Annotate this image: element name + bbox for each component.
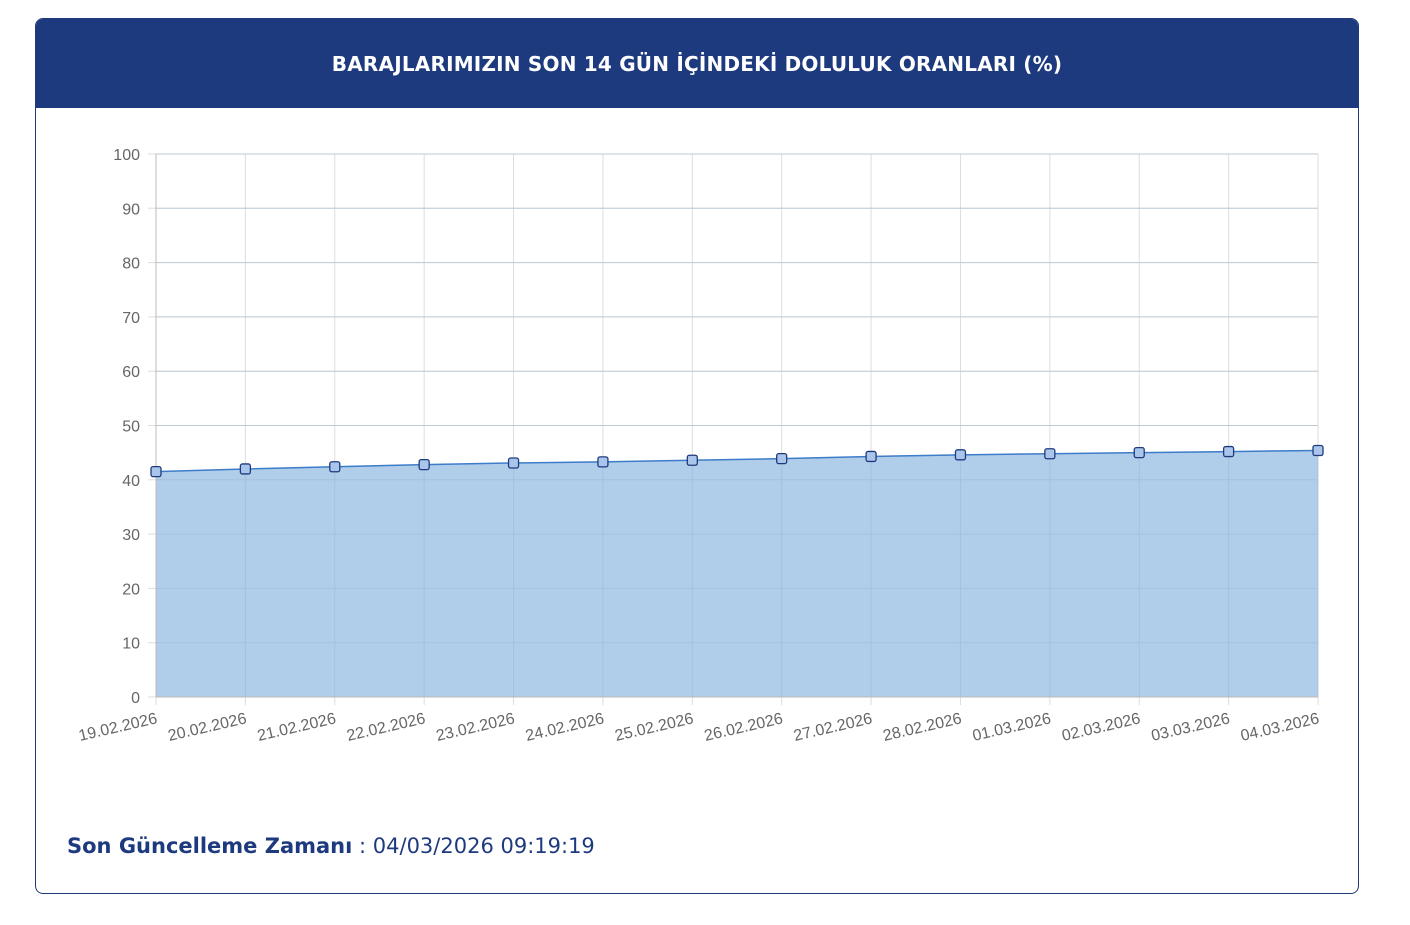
x-tick-label: 22.02.2026: [345, 710, 427, 745]
y-tick-label: 100: [113, 147, 140, 164]
x-tick-label: 03.03.2026: [1150, 710, 1232, 745]
x-tick-label: 28.02.2026: [882, 710, 964, 745]
y-tick-label: 0: [131, 690, 140, 707]
y-tick-label: 10: [122, 636, 140, 653]
area-chart: 0 10 20 30 40 50 60 70 80 90 100 19.02.2026 20.02.20…: [77, 147, 1324, 745]
x-tick-label: 21.02.2026: [256, 710, 338, 745]
x-tick-label: 26.02.2026: [703, 710, 785, 745]
data-point: [1222, 445, 1235, 458]
y-tick-label: 90: [122, 201, 140, 218]
y-tick-label: 70: [122, 310, 140, 327]
x-tick-label: 27.02.2026: [792, 710, 874, 745]
series-line: [155, 449, 1319, 473]
chart-title: BARAJLARIMIZIN SON 14 GÜN İÇİNDEKİ DOLUL…: [331, 51, 1063, 76]
area-fill: [156, 450, 1318, 697]
x-tick-label: 25.02.2026: [613, 710, 695, 745]
x-tick-label: 04.03.2026: [1239, 710, 1321, 745]
data-point: [150, 466, 162, 478]
data-point: [597, 456, 609, 468]
y-tick-label: 60: [122, 364, 140, 381]
x-tick-label: 01.03.2026: [971, 710, 1053, 745]
data-point: [329, 461, 341, 473]
y-tick-label: 20: [122, 581, 140, 598]
card-header: BARAJLARIMIZIN SON 14 GÜN İÇİNDEKİ DOLUL…: [36, 19, 1358, 108]
data-point: [865, 450, 877, 463]
data-point: [686, 454, 698, 466]
data-point: [1044, 448, 1056, 460]
last-update-separator: :: [352, 834, 373, 858]
x-tick-label: 02.03.2026: [1060, 710, 1142, 745]
data-point: [239, 463, 252, 475]
data-point: [954, 449, 967, 461]
last-update-value: 04/03/2026 09:19:19: [372, 834, 595, 858]
data-point: [1133, 446, 1145, 459]
x-tick-label: 20.02.2026: [166, 710, 248, 745]
data-point: [776, 452, 788, 465]
x-tick-label: 24.02.2026: [524, 710, 606, 745]
data-point: [507, 457, 520, 469]
data-point: [1312, 444, 1324, 457]
data-point: [418, 458, 430, 471]
x-tick-label: 19.02.2026: [77, 710, 159, 745]
y-tick-label: 80: [122, 256, 140, 273]
x-tick-label: 23.02.2026: [435, 710, 517, 745]
y-tick-label: 30: [122, 527, 140, 544]
y-tick-label: 50: [122, 419, 140, 436]
y-tick-label: 40: [122, 473, 140, 490]
last-update-label: Son Güncelleme Zamanı: [67, 834, 353, 858]
chart-card: BARAJLARIMIZIN SON 14 GÜN İÇİNDEKİ DOLUL…: [35, 18, 1359, 894]
last-update: Son Güncelleme Zamanı : 04/03/2026 09:19…: [67, 834, 595, 858]
